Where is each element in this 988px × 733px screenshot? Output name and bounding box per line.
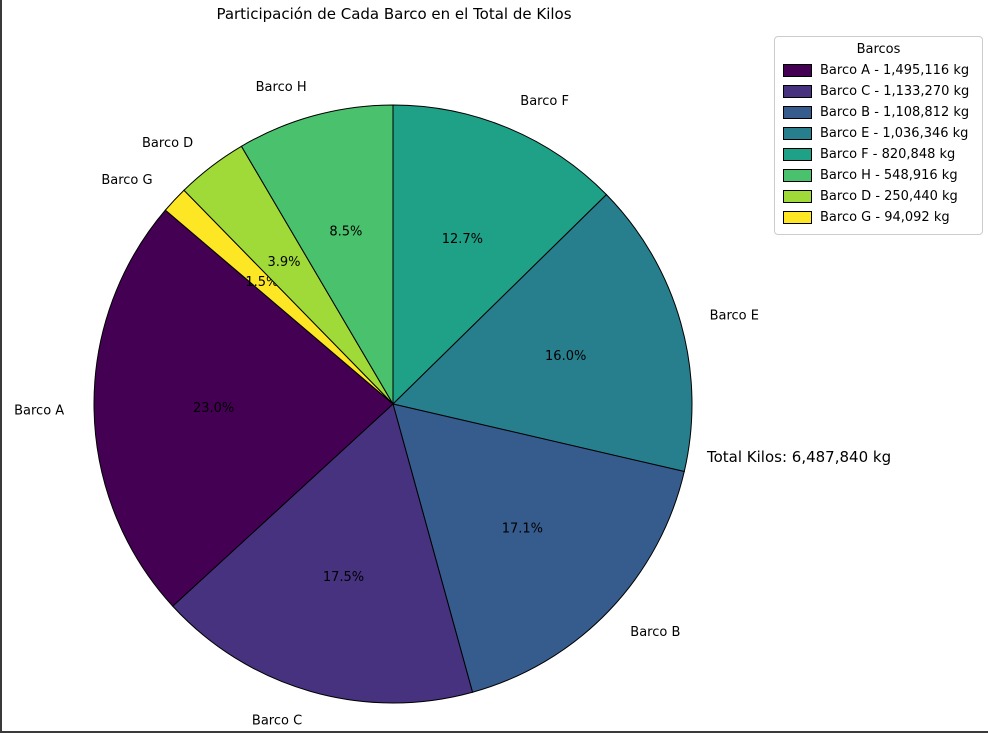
pie-slice-barco-f	[392, 104, 608, 406]
legend-swatch	[783, 64, 812, 77]
legend-swatch	[783, 106, 812, 119]
legend-item-label: Barco B - 1,108,812 kg	[820, 105, 970, 120]
legend-rows: Barco A - 1,495,116 kg Barco C - 1,133,27…	[783, 60, 974, 228]
legend: Barcos Barco A - 1,495,116 kg Barco C - 1…	[774, 36, 983, 235]
total-kilos-annotation: Total Kilos: 6,487,840 kg	[707, 448, 892, 466]
pie-slice-barco-c	[171, 403, 474, 704]
legend-item: Barco A - 1,495,116 kg	[783, 60, 974, 81]
pct-label-barco-e: 16.0%	[545, 349, 586, 364]
slice-name-label-barco-a: Barco A	[14, 404, 64, 419]
pct-label-barco-f: 12.7%	[442, 232, 483, 247]
legend-item: Barco C - 1,133,270 kg	[783, 81, 974, 102]
legend-swatch	[783, 169, 812, 182]
legend-item-label: Barco D - 250,440 kg	[820, 189, 958, 204]
legend-swatch	[783, 211, 812, 224]
slice-name-label-barco-d: Barco D	[142, 136, 193, 151]
slice-name-label-barco-f: Barco F	[520, 94, 569, 109]
window-bottom-edge	[0, 731, 988, 733]
legend-item-label: Barco C - 1,133,270 kg	[820, 84, 970, 99]
legend-item: Barco G - 94,092 kg	[783, 207, 974, 228]
pct-label-barco-a: 23.0%	[193, 401, 234, 416]
legend-item-label: Barco H - 548,916 kg	[820, 168, 958, 183]
legend-swatch	[783, 148, 812, 161]
pct-label-barco-c: 17.5%	[323, 570, 364, 585]
legend-item: Barco H - 548,916 kg	[783, 165, 974, 186]
legend-item-label: Barco E - 1,036,346 kg	[820, 126, 969, 141]
legend-item: Barco F - 820,848 kg	[783, 144, 974, 165]
pie-slice-barco-h	[240, 104, 394, 406]
slice-name-label-barco-g: Barco G	[101, 173, 152, 188]
pct-label-barco-h: 8.5%	[329, 224, 362, 239]
slice-name-label-barco-b: Barco B	[630, 625, 680, 640]
legend-item: Barco B - 1,108,812 kg	[783, 102, 974, 123]
pie-slice-barco-a	[93, 209, 394, 607]
legend-swatch	[783, 85, 812, 98]
legend-item-label: Barco F - 820,848 kg	[820, 147, 956, 162]
pct-label-barco-d: 3.9%	[267, 255, 300, 270]
legend-swatch	[783, 190, 812, 203]
slice-name-label-barco-e: Barco E	[710, 309, 759, 324]
pie-slice-barco-e	[391, 193, 693, 473]
legend-title: Barcos	[856, 42, 901, 57]
legend-item-label: Barco A - 1,495,116 kg	[820, 63, 970, 78]
legend-swatch	[783, 127, 812, 140]
legend-item: Barco E - 1,036,346 kg	[783, 123, 974, 144]
slice-name-label-barco-h: Barco H	[256, 80, 307, 95]
slice-name-label-barco-c: Barco C	[252, 714, 302, 729]
legend-item-label: Barco G - 94,092 kg	[820, 210, 950, 225]
pct-label-barco-b: 17.1%	[502, 522, 543, 537]
pie-slice-barco-b	[392, 403, 685, 693]
legend-item: Barco D - 250,440 kg	[783, 186, 974, 207]
chart-title: Participación de Cada Barco en el Total …	[216, 5, 572, 23]
window-left-edge	[0, 0, 2, 733]
